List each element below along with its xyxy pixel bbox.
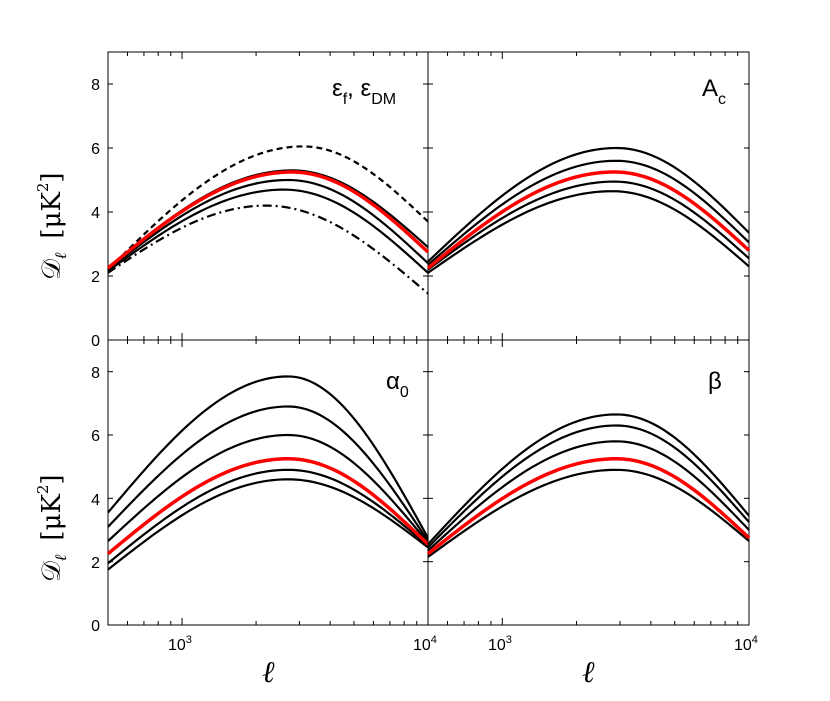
ytick-label: 0 (91, 618, 100, 635)
panel-frame-bottom-right (427, 339, 750, 626)
panel-label-top-right: Ac (702, 75, 726, 108)
series-line-top-right-solid-1 (427, 146, 750, 263)
panel-frame-bottom-left (107, 339, 429, 626)
series-line-bottom-left-solid-4 (107, 468, 429, 565)
ylabel-close: ] (37, 172, 67, 182)
xtick-labels-left: 103 104 (168, 634, 437, 654)
ylabel-close: ] (37, 474, 67, 484)
series-line-bottom-left-solid-3 (107, 433, 429, 544)
series-line-top-right-fiducial (426, 170, 751, 270)
series-line-bottom-left-solid-2 (107, 405, 429, 542)
ylabel-exp: 2 (34, 485, 52, 495)
ytick-label: 6 (91, 141, 100, 158)
ytick-label: 4 (91, 492, 100, 509)
xtick-label: 104 (734, 634, 758, 654)
series-line-bottom-right-solid-3 (427, 440, 750, 552)
xlabel-left: ℓ (262, 655, 275, 690)
ylabel-sub: ℓ (51, 554, 70, 561)
tick-marks (107, 52, 750, 626)
xtick-label: 104 (413, 634, 437, 654)
series-line-top-left-solid-2 (107, 178, 429, 271)
ylabel-bottom: 𝒟ℓ [μK2] (34, 474, 70, 582)
series-line-top-right-solid-2 (427, 159, 750, 266)
series-line-bottom-right-solid-1 (427, 413, 750, 545)
series-line-top-left-dashdot (107, 204, 429, 295)
xtick-label: 103 (168, 634, 192, 654)
ytick-label: 2 (91, 555, 100, 572)
ytick-label: 8 (91, 365, 100, 382)
panel-label-bottom-left: α0 (386, 368, 409, 401)
ytick-labels-top: 0 2 4 6 8 (91, 77, 100, 350)
ytick-label: 4 (91, 205, 100, 222)
xtick-label: 103 (488, 634, 512, 654)
ytick-label: 0 (91, 333, 100, 350)
panel-label-bottom-right: β (708, 368, 722, 395)
ylabel-units: [μK (37, 192, 67, 239)
series-line-bottom-right-fiducial (426, 456, 751, 556)
series-line-bottom-right-solid-2 (427, 424, 750, 549)
ytick-label: 2 (91, 269, 100, 286)
series-line-top-left-fiducial (106, 170, 430, 270)
panel-label-top-left: εf, εDM (332, 75, 396, 108)
xtick-labels-right: 103 104 (488, 634, 758, 654)
ylabel-main: 𝒟 (37, 561, 67, 582)
series-line-bottom-left-solid-1 (107, 375, 429, 539)
series-line-bottom-left-fiducial (106, 456, 430, 556)
ylabel-exp: 2 (34, 183, 52, 193)
series-line-top-left-solid-3 (107, 188, 429, 274)
panel-frame-top-right (427, 51, 750, 341)
svg-text:𝒟ℓ[μK2]: 𝒟ℓ [μK2] (34, 474, 70, 582)
ytick-label: 8 (91, 77, 100, 94)
series-line-top-right-solid-4 (427, 190, 750, 274)
ytick-labels-bottom: 0 2 4 6 8 (91, 365, 100, 635)
curves (106, 145, 751, 571)
series-line-top-left-dashed (107, 145, 429, 271)
ylabel-main: 𝒟 (37, 259, 67, 280)
series-line-bottom-left-solid-5 (107, 478, 429, 571)
series-line-top-right-solid-3 (427, 180, 750, 271)
ylabel-top: 𝒟ℓ [μK2] (34, 172, 70, 280)
ylabel-units: [μK (37, 494, 67, 541)
xlabel-right: ℓ (582, 655, 595, 690)
svg-text:𝒟ℓ[μK2]: 𝒟ℓ [μK2] (34, 172, 70, 280)
ylabel-sub: ℓ (51, 252, 70, 259)
series-line-bottom-right-solid-4 (427, 468, 750, 558)
ytick-label: 6 (91, 428, 100, 445)
